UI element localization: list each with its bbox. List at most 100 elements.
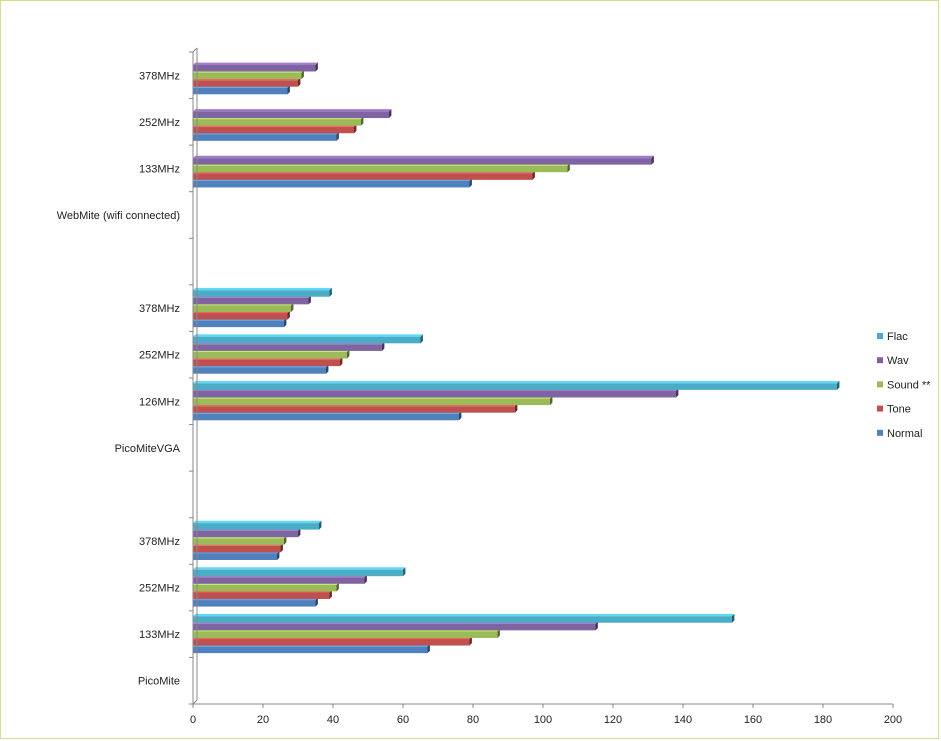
bar-end-face	[287, 85, 290, 95]
bar	[193, 70, 304, 80]
bar-front-face	[193, 165, 568, 173]
x-tick-label: 200	[884, 714, 902, 726]
bar	[193, 629, 500, 638]
bar-top-face	[193, 567, 406, 570]
bar-front-face	[193, 538, 284, 545]
floor-corner-line	[192, 699, 198, 705]
x-tick-label: 20	[257, 714, 269, 726]
bar-front-face	[193, 180, 470, 188]
x-tick-label: 140	[674, 714, 692, 726]
bar	[193, 310, 290, 320]
bar-front-face	[193, 545, 281, 553]
bar	[193, 644, 430, 654]
bar-front-face	[193, 119, 361, 126]
bar	[193, 349, 350, 359]
bar	[193, 520, 322, 530]
bar-front-face	[193, 313, 288, 320]
bar	[193, 535, 287, 545]
bar-end-face	[469, 178, 472, 188]
x-tick-label: 160	[744, 714, 762, 726]
legend-label: Tone	[887, 404, 911, 416]
bar-top-face	[193, 520, 322, 524]
bar-end-face	[550, 396, 553, 406]
bar	[193, 170, 535, 180]
bar-end-face	[329, 590, 332, 599]
bar-end-face	[291, 303, 294, 312]
legend-swatch	[877, 429, 883, 436]
bar	[193, 62, 318, 72]
bar	[193, 396, 553, 406]
bar-front-face	[193, 72, 302, 80]
legend-swatch	[877, 405, 883, 412]
legend-swatch	[877, 381, 883, 388]
bar	[193, 411, 462, 421]
bar-end-face	[329, 287, 332, 297]
bar-end-face	[315, 597, 318, 607]
bar-front-face	[193, 320, 284, 328]
bar-end-face	[298, 528, 301, 538]
bar-end-face	[389, 109, 392, 119]
bar	[193, 597, 318, 607]
bar-front-face	[193, 134, 337, 141]
bar-end-face	[515, 403, 518, 413]
bar-top-face	[193, 287, 332, 291]
bar-end-face	[308, 295, 311, 305]
bar-front-face	[193, 530, 298, 538]
bar	[193, 342, 385, 351]
bar-front-face	[193, 631, 498, 638]
bar-end-face	[567, 163, 570, 173]
bar-end-face	[361, 116, 364, 126]
bar	[193, 334, 423, 344]
category-label: 252MHz	[139, 350, 180, 362]
bar-front-face	[193, 553, 277, 560]
bar-top-face	[193, 380, 840, 384]
category-label: 378MHz	[139, 536, 180, 548]
bar	[193, 124, 357, 134]
category-label: WebMite (wifi connected)	[57, 210, 180, 222]
bar-front-face	[193, 584, 337, 592]
bar-end-face	[595, 621, 598, 631]
bar	[193, 574, 367, 584]
legend-swatch	[877, 333, 883, 339]
bar-front-face	[193, 623, 596, 631]
bar-end-face	[732, 613, 735, 623]
bar-end-face	[336, 131, 339, 141]
bar-front-face	[193, 577, 365, 584]
category-label: PicoMite	[138, 676, 180, 688]
bar-front-face	[193, 64, 316, 72]
bar-top-face	[193, 109, 392, 112]
bar-front-face	[193, 398, 550, 406]
legend: Flac Wav Sound ** Tone Normal	[877, 331, 931, 440]
bar-end-face	[364, 574, 367, 584]
bar-front-face	[193, 616, 732, 623]
bar	[193, 155, 654, 165]
bar-front-face	[193, 569, 403, 577]
bar	[193, 357, 343, 367]
bar	[193, 295, 311, 305]
bar-end-face	[284, 318, 287, 328]
bar-front-face	[193, 297, 309, 305]
bar-front-face	[193, 290, 330, 297]
bar-end-face	[382, 342, 385, 351]
bar-end-face	[651, 155, 654, 165]
legend-label: Normal	[887, 428, 922, 440]
bar	[193, 528, 301, 538]
legend-label: Sound **	[887, 379, 931, 391]
bar-end-face	[837, 380, 840, 390]
bar-end-face	[420, 334, 423, 344]
bar-front-face	[193, 523, 319, 530]
bar-front-face	[193, 344, 382, 351]
category-label: 126MHz	[139, 396, 180, 408]
bar-front-face	[193, 359, 340, 367]
bar-end-face	[326, 364, 329, 374]
bar	[193, 613, 735, 623]
bar-front-face	[193, 305, 291, 312]
bar	[193, 403, 518, 413]
bar-front-face	[193, 352, 347, 359]
legend-swatch	[877, 357, 883, 364]
legend-item: Flac	[877, 331, 908, 343]
bar	[193, 163, 570, 173]
bars-layer	[193, 62, 840, 654]
x-tick-label: 80	[467, 714, 479, 726]
